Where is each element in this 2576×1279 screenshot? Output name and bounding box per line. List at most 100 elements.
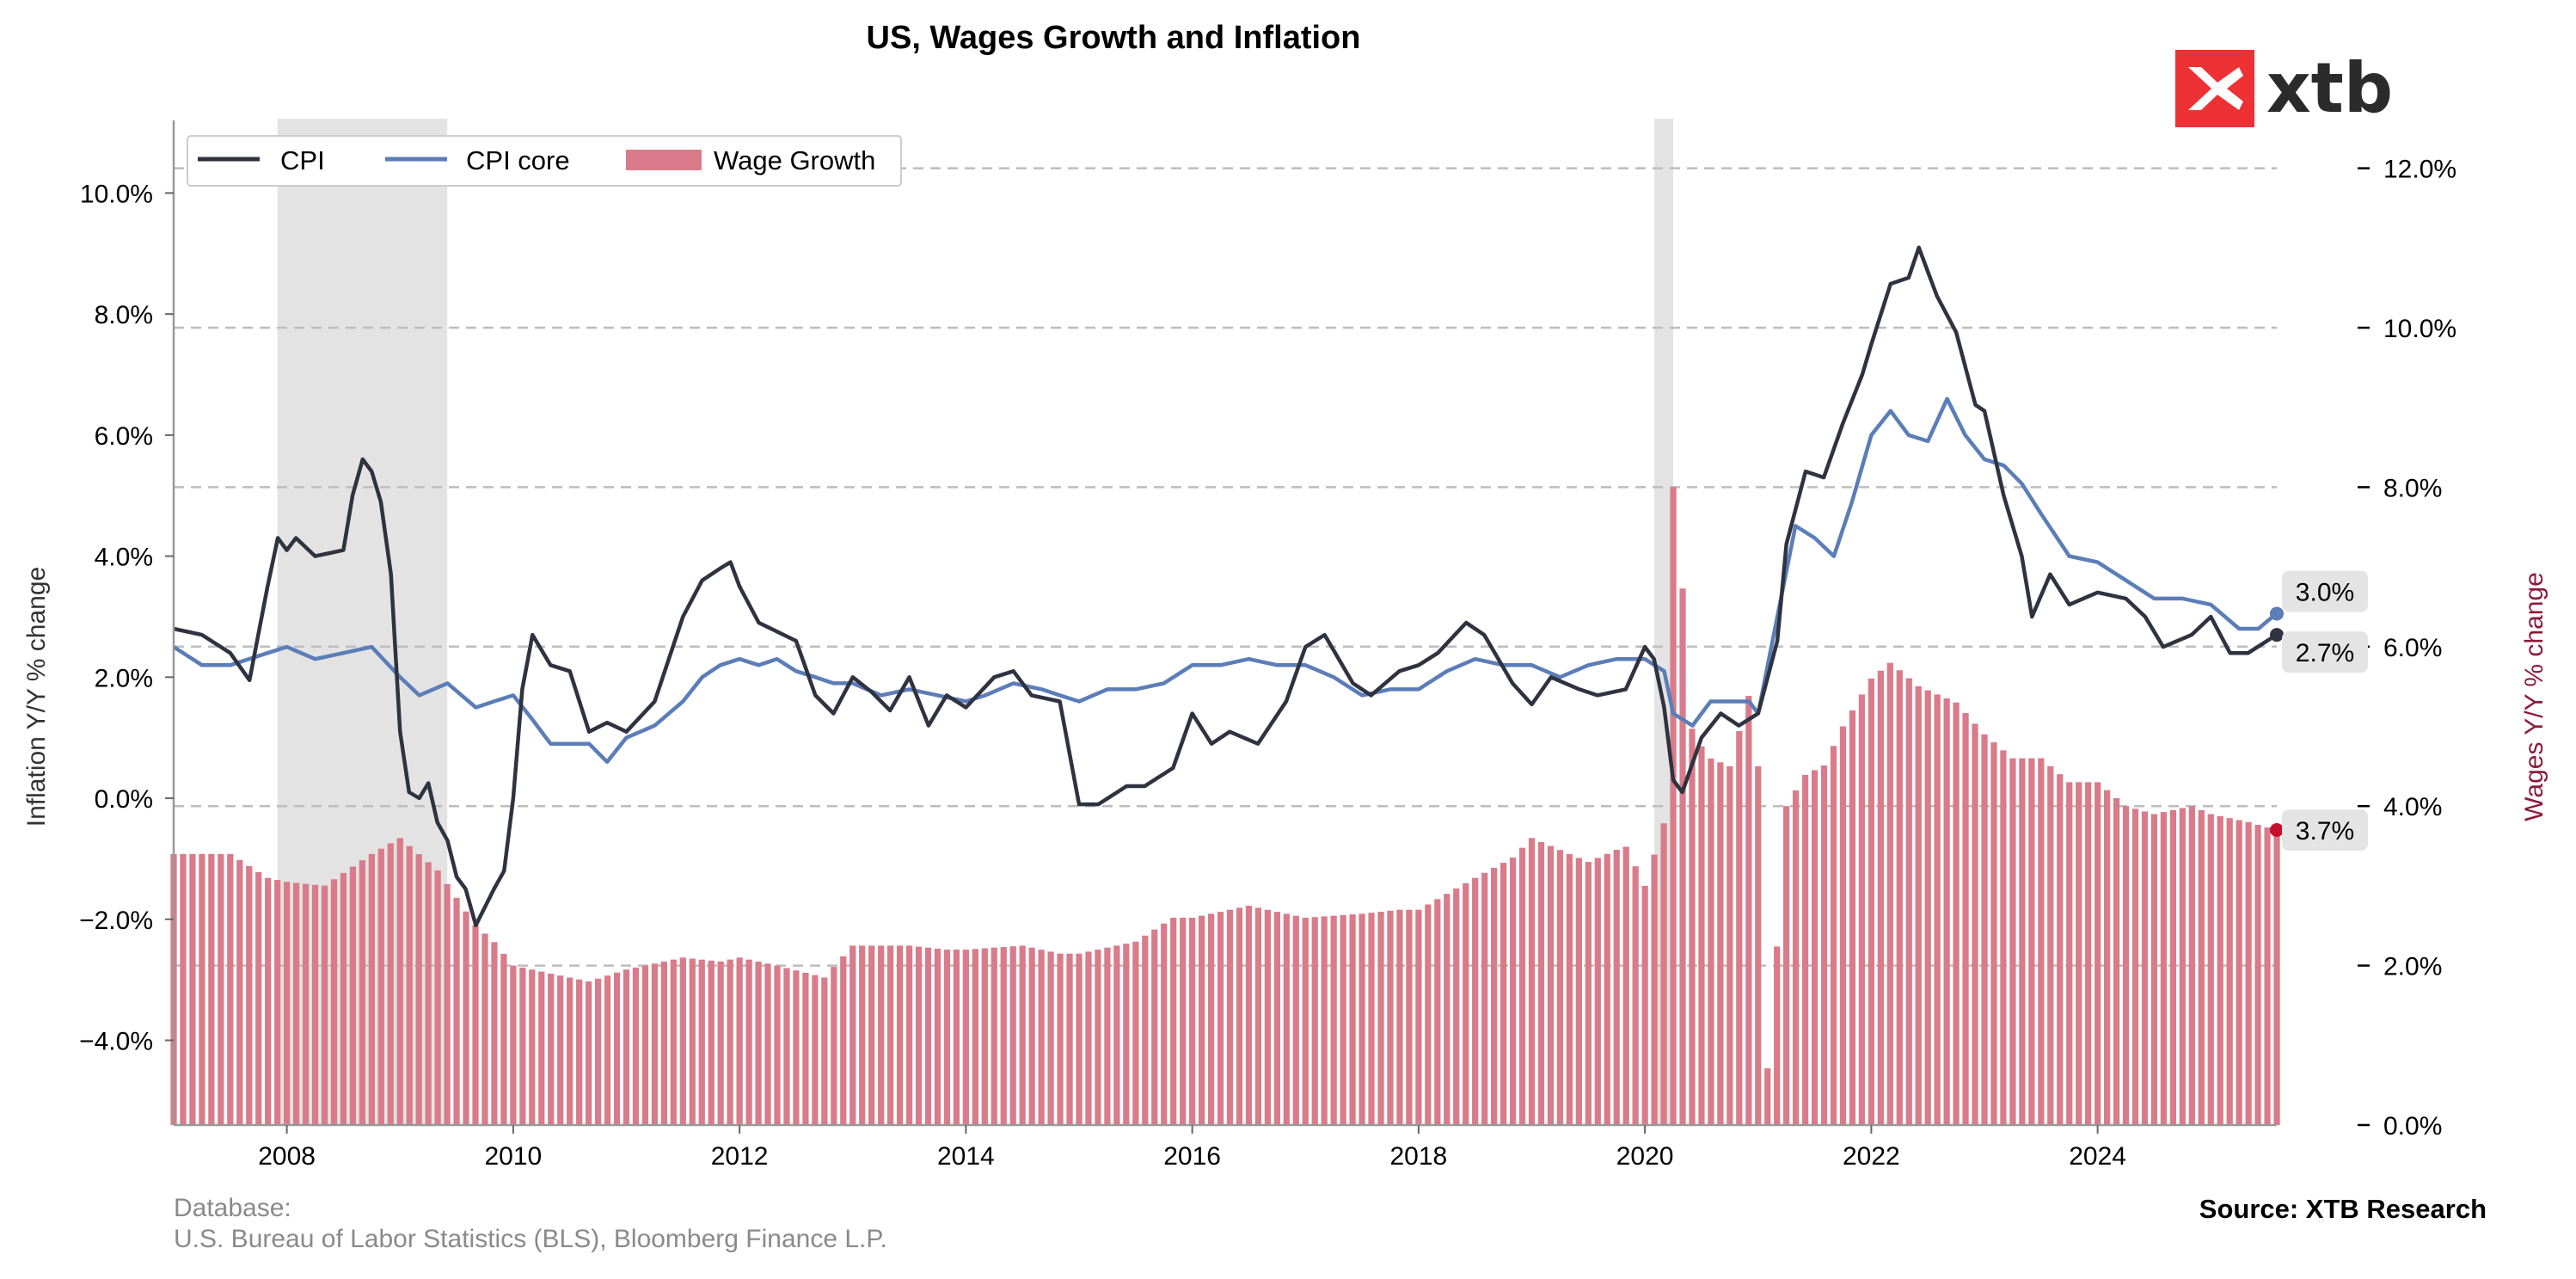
wage-bar (717, 961, 724, 1125)
y-right-tick-label-5: 10.0% (2383, 315, 2456, 343)
x-tick-label-2008: 2008 (258, 1142, 316, 1171)
wage-bar (2076, 782, 2082, 1125)
wage-bar (953, 950, 960, 1125)
wage-bar (1463, 882, 1469, 1125)
wage-bar (1113, 945, 1120, 1125)
wage-bar (1009, 946, 1016, 1125)
y-left-tick-label-4: 4.0% (95, 544, 153, 572)
wage-bar (1076, 953, 1083, 1125)
legend-label-cpi-core: CPI core (466, 145, 570, 175)
axes: 2008 2010 2012 2014 2016 2018 2020 2022 2024 −4.0… (79, 120, 2456, 1171)
wage-bar (1566, 853, 1573, 1125)
y-right-tick-label-1: 2.0% (2383, 953, 2442, 981)
y-right-tick-label-4: 8.0% (2383, 474, 2442, 502)
wage-bar (1886, 662, 1893, 1125)
x-tick-label-2010: 2010 (485, 1142, 543, 1171)
wage-bar (1518, 847, 1526, 1125)
y-left-tick-label-2: 0.0% (95, 785, 153, 814)
wage-bar (934, 948, 941, 1125)
wage-bar (2141, 811, 2149, 1125)
wage-bar (472, 925, 479, 1125)
wage-bar (1038, 950, 1045, 1125)
wage-bar (199, 853, 205, 1125)
wage-bar (1142, 935, 1149, 1125)
x-tick-label-2016: 2016 (1163, 1142, 1221, 1171)
wage-bar (1481, 872, 1488, 1125)
wage-bar (548, 973, 555, 1125)
wage-bar (2236, 820, 2242, 1125)
cpi-core-line (172, 397, 2279, 765)
wage-bar (689, 958, 696, 1125)
wage-bar (623, 969, 630, 1125)
wage-bar (2217, 815, 2223, 1125)
wage-bar (1547, 845, 1555, 1125)
wage-bar (1981, 734, 1988, 1125)
wage-bar (1377, 912, 1384, 1125)
wage-bar (2254, 824, 2261, 1125)
legend-label-wage-growth: Wage Growth (714, 145, 875, 175)
wage-bar (783, 968, 790, 1125)
wage-bar (2009, 758, 2016, 1125)
wage-bar (660, 961, 667, 1125)
wage-bar (1849, 710, 1856, 1125)
wage-bar (1708, 758, 1714, 1125)
wage-bar (1415, 909, 1422, 1125)
end-labels: 3.0% 2.7% 3.7% (2270, 570, 2368, 852)
wage-bar (1057, 953, 1064, 1125)
wage-bar (1245, 906, 1253, 1125)
end-label-box-0 (2282, 570, 2368, 612)
wage-bar (1085, 951, 1092, 1125)
wage-bar (1047, 951, 1054, 1125)
wage-bar (236, 859, 243, 1125)
wage-bar (1915, 686, 1922, 1125)
wage-bar (1311, 917, 1318, 1125)
y-left-tick-label-0: −4.0% (79, 1027, 153, 1055)
wage-bar (764, 963, 771, 1125)
wage-bar (670, 959, 677, 1125)
wage-bar (1425, 904, 1432, 1125)
wage-bar (1028, 947, 1035, 1125)
wage-bar (2264, 827, 2271, 1125)
wage-bar (831, 967, 837, 1125)
wage-bar (1736, 730, 1743, 1125)
wage-bar (1321, 916, 1328, 1125)
wage-bar (340, 872, 347, 1125)
wage-bar (519, 967, 526, 1125)
wage-bar (2113, 797, 2120, 1125)
xtb-logo: xtb (2175, 48, 2393, 128)
wage-bar (1811, 770, 1819, 1125)
wage-bar (1095, 950, 1101, 1125)
wage-bar (1943, 698, 1950, 1125)
wage-bar (284, 882, 291, 1125)
wage-bar (1198, 915, 1205, 1125)
wage-bar (1651, 854, 1658, 1125)
wage-bar (859, 945, 866, 1125)
wage-bar (905, 945, 913, 1125)
wage-bar (1283, 913, 1290, 1125)
y-axis-left-label: Inflation Y/Y % change (22, 567, 51, 827)
wage-bar (1359, 913, 1365, 1125)
wage-bar (793, 970, 800, 1125)
wage-bar (2066, 782, 2073, 1125)
wage-bar (1594, 858, 1601, 1125)
wage-bar (406, 845, 413, 1125)
database-sources: U.S. Bureau of Labor Statistics (BLS), B… (174, 1225, 887, 1253)
wage-bar (1604, 853, 1610, 1125)
wage-bar (812, 975, 819, 1125)
wage-bar (2038, 758, 2045, 1125)
wage-bar (1793, 790, 1800, 1125)
wage-bar (1406, 909, 1413, 1125)
wage-bar (218, 853, 224, 1125)
wage-bar (943, 950, 951, 1125)
wage-bar (887, 945, 894, 1125)
wage-bar (1556, 850, 1564, 1125)
wage-bar (349, 866, 357, 1125)
y-axis-right-label: Wages Y/Y % change (2520, 572, 2548, 821)
wage-bar (2019, 758, 2026, 1125)
wage-bar (1273, 912, 1280, 1125)
wage-bar (1934, 694, 1941, 1125)
wage-bar (255, 871, 262, 1125)
wage-bar (1727, 766, 1733, 1125)
wage-bar (1170, 917, 1177, 1125)
